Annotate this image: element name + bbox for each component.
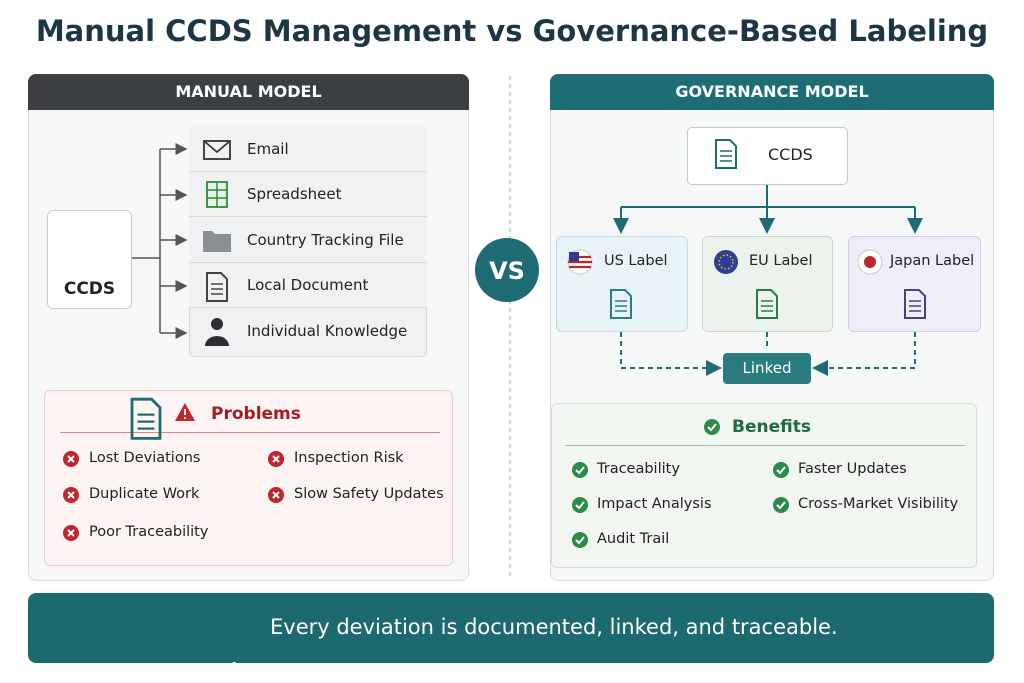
label-name: Japan Label — [890, 253, 975, 269]
title: Manual CCDS Management vs Governance-Bas… — [35, 14, 989, 48]
benefits-title: Benefits — [732, 417, 811, 437]
label-box — [702, 236, 833, 332]
benefit: Audit Trail — [597, 531, 670, 547]
label-box — [556, 236, 688, 332]
governance-header: GOVERNANCE MODEL — [550, 74, 994, 110]
problem: Lost Deviations — [89, 450, 201, 466]
source-label: Spreadsheet — [247, 185, 342, 203]
source-row: Country Tracking File — [189, 218, 427, 263]
problems-box — [44, 390, 453, 566]
problem: Inspection Risk — [294, 450, 404, 466]
problem: Slow Safety Updates — [294, 486, 444, 502]
source-row: Spreadsheet — [189, 172, 427, 217]
source-row: Local Document — [189, 263, 427, 308]
label-name: EU Label — [749, 253, 813, 269]
source-label: Local Document — [247, 276, 369, 294]
label-box — [848, 236, 981, 332]
vs-circle — [475, 238, 539, 302]
source-label: Country Tracking File — [247, 231, 404, 249]
benefit: Cross-Market Visibility — [798, 496, 959, 512]
linked-badge: Linked — [723, 353, 811, 384]
footer-bar — [28, 593, 994, 663]
source-label: Individual Knowledge — [247, 322, 408, 340]
source-row: Individual Knowledge — [189, 309, 427, 354]
benefits-box — [551, 403, 977, 568]
vs-text: VS — [489, 257, 525, 285]
problem: Poor Traceability — [89, 524, 209, 540]
divider — [565, 445, 965, 446]
problem: Duplicate Work — [89, 486, 200, 502]
benefit: Traceability — [597, 461, 680, 477]
hexagon-icon — [204, 661, 256, 683]
manual-ccds-box — [47, 210, 132, 309]
divider — [60, 432, 440, 433]
governance-ccds-label: CCDS — [768, 145, 813, 164]
source-label: Email — [247, 140, 289, 158]
manual-header: MANUAL MODEL — [28, 74, 469, 110]
footer-text: Every deviation is documented, linked, a… — [270, 615, 838, 639]
governance-ccds-box — [687, 127, 848, 185]
problems-title: Problems — [211, 404, 301, 424]
manual-ccds-label: CCDS — [63, 279, 116, 299]
source-row: Email — [189, 127, 427, 172]
benefit: Impact Analysis — [597, 496, 712, 512]
benefit: Faster Updates — [798, 461, 907, 477]
label-name: US Label — [604, 253, 668, 269]
